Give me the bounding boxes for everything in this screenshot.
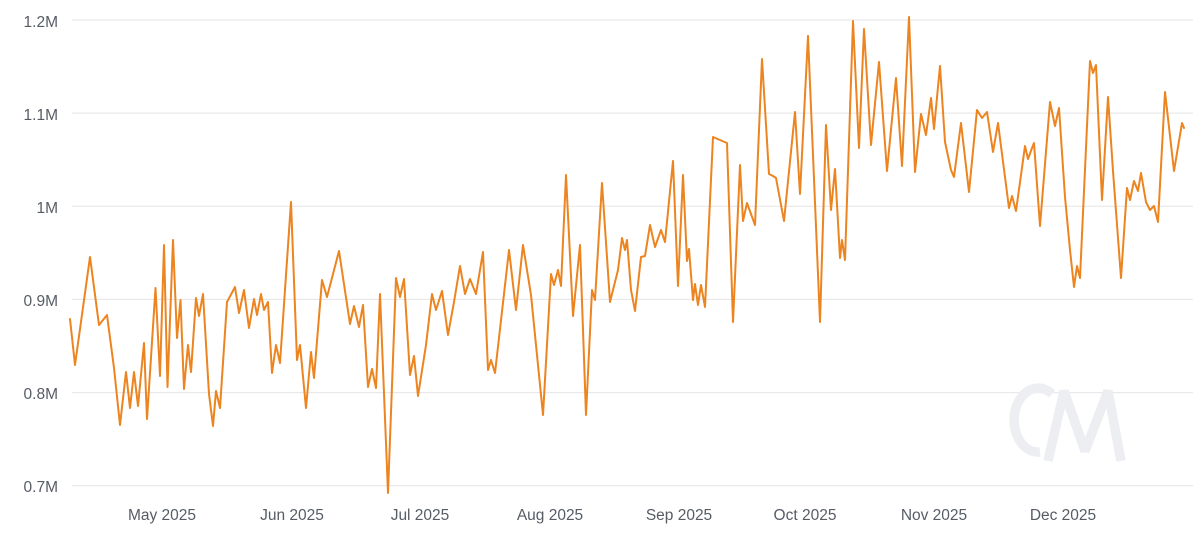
svg-text:May 2025: May 2025 xyxy=(128,507,196,524)
svg-text:0.8M: 0.8M xyxy=(24,386,58,403)
svg-text:Nov 2025: Nov 2025 xyxy=(901,507,967,524)
svg-text:1M: 1M xyxy=(36,200,58,217)
svg-text:1.2M: 1.2M xyxy=(24,14,58,31)
svg-text:Jul 2025: Jul 2025 xyxy=(391,507,450,524)
svg-text:Sep 2025: Sep 2025 xyxy=(646,507,712,524)
svg-text:1.1M: 1.1M xyxy=(24,107,58,124)
svg-text:Dec 2025: Dec 2025 xyxy=(1030,507,1096,524)
svg-text:Jun 2025: Jun 2025 xyxy=(260,507,324,524)
svg-text:0.9M: 0.9M xyxy=(24,293,58,310)
svg-text:Aug 2025: Aug 2025 xyxy=(517,507,583,524)
svg-text:Oct 2025: Oct 2025 xyxy=(774,507,837,524)
svg-text:0.7M: 0.7M xyxy=(24,479,58,496)
